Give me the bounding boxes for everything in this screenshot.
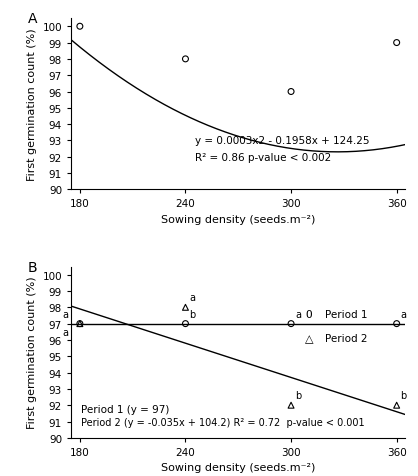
X-axis label: Sowing density (seeds.m⁻²): Sowing density (seeds.m⁻²) [161,463,316,473]
Text: b: b [189,309,196,319]
Text: △: △ [305,334,314,344]
Text: b: b [400,390,407,400]
Text: a: a [189,293,196,303]
Y-axis label: First germination count (%): First germination count (%) [27,276,37,428]
Y-axis label: First germination count (%): First germination count (%) [27,29,37,181]
Point [76,320,83,328]
Point [288,402,294,409]
Text: b: b [295,390,301,400]
Point [288,89,294,96]
Text: Period 1 (y = 97): Period 1 (y = 97) [81,404,169,414]
Point [76,320,83,328]
Text: O: O [305,310,312,320]
Text: Period 2 (y = -0.035x + 104.2) R² = 0.72  p-value < 0.001: Period 2 (y = -0.035x + 104.2) R² = 0.72… [81,417,365,427]
Text: Period 1: Period 1 [325,310,368,320]
Text: R² = 0.86 p-value < 0.002: R² = 0.86 p-value < 0.002 [195,152,331,162]
Point [182,320,189,328]
Point [288,320,294,328]
Point [76,23,83,31]
Point [393,40,400,47]
Point [393,320,400,328]
Text: a: a [63,309,69,319]
Text: A: A [28,12,37,26]
Point [182,56,189,64]
Point [182,304,189,311]
Text: a: a [63,327,69,337]
Point [393,402,400,409]
X-axis label: Sowing density (seeds.m⁻²): Sowing density (seeds.m⁻²) [161,215,316,225]
Text: Period 2: Period 2 [325,334,368,344]
Text: B: B [28,260,37,274]
Text: y = 0.0003x2 - 0.1958x + 124.25: y = 0.0003x2 - 0.1958x + 124.25 [195,135,369,145]
Text: a: a [295,309,301,319]
Text: a: a [401,309,407,319]
